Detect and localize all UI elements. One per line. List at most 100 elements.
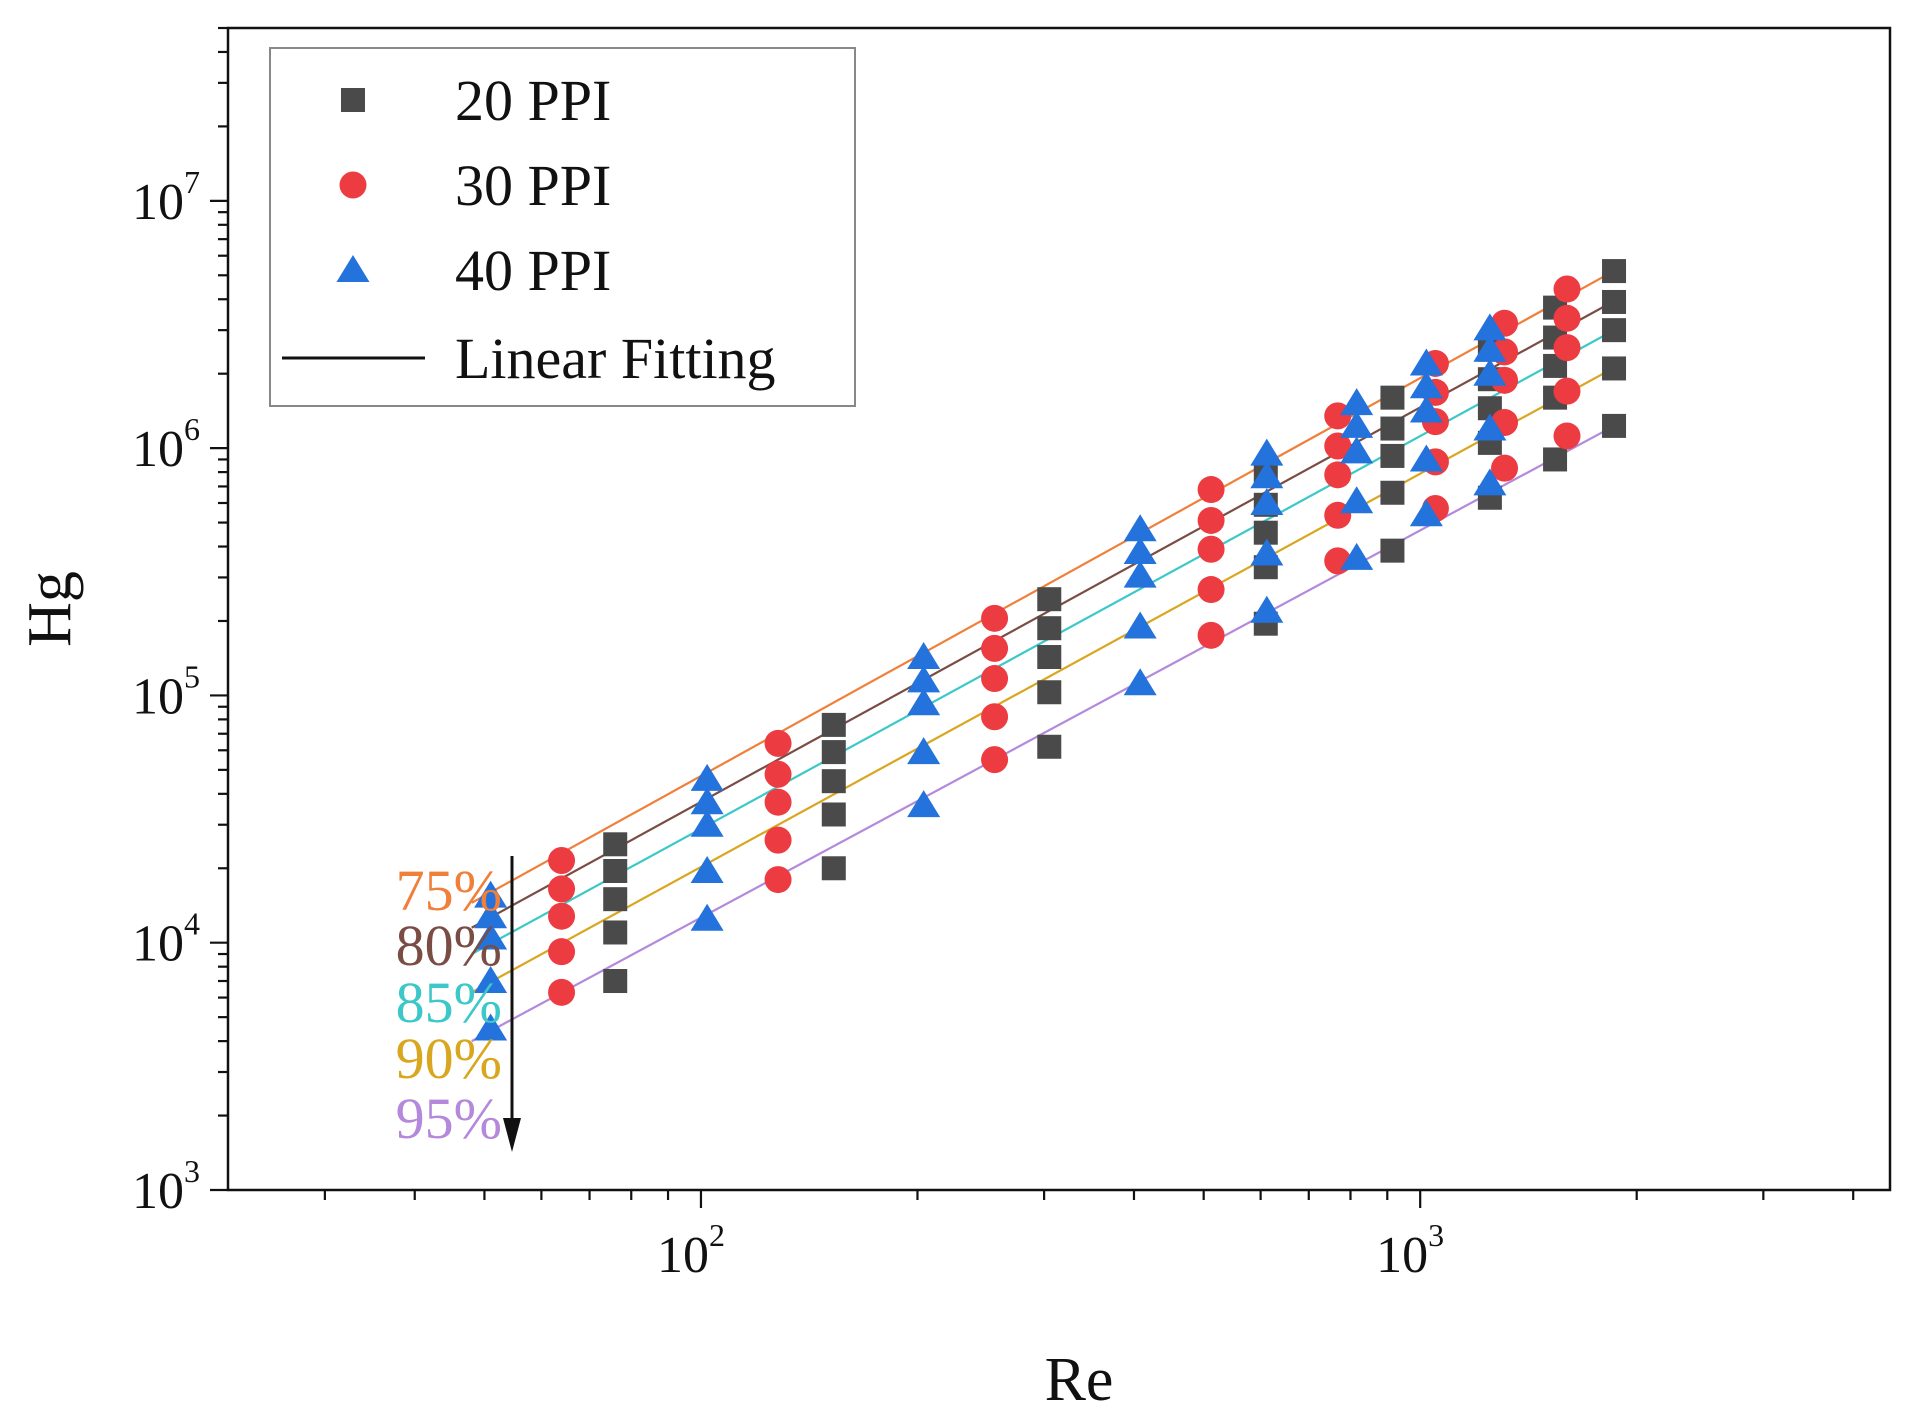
data-point-1-0 <box>548 847 576 875</box>
legend-swatch-square <box>341 88 365 112</box>
data-point-1-5 <box>764 729 792 757</box>
data-point-2-38 <box>1473 413 1507 441</box>
data-point-1-1 <box>548 875 576 903</box>
data-point-1-15 <box>1197 476 1225 504</box>
porosity-annotation: 75%80%85%90%95% <box>396 856 521 1152</box>
data-point-0-22 <box>1380 443 1405 468</box>
data-point-2-13 <box>907 737 941 765</box>
data-point-2-12 <box>907 688 941 716</box>
data-point-0-2 <box>603 887 628 912</box>
data-point-2-8 <box>690 855 724 883</box>
data-point-2-18 <box>1123 611 1157 639</box>
data-point-2-19 <box>1123 668 1157 696</box>
y-tick-label: 104 <box>132 906 200 973</box>
data-point-0-34 <box>1543 447 1568 472</box>
data-point-2-29 <box>1340 542 1374 570</box>
porosity-label-85pct: 85% <box>396 970 502 1035</box>
y-tick-label: 103 <box>132 1153 200 1220</box>
legend-box <box>269 47 856 407</box>
data-point-2-36 <box>1473 334 1507 362</box>
y-tick-base: 10 <box>132 421 184 478</box>
data-point-0-10 <box>1037 587 1062 612</box>
y-tick-label: 106 <box>132 411 200 478</box>
y-tick-label: 105 <box>132 658 200 725</box>
data-point-2-26 <box>1340 410 1374 438</box>
y-tick-exp: 7 <box>184 164 200 200</box>
x-tick-base: 10 <box>657 1227 709 1284</box>
data-point-1-4 <box>548 978 576 1006</box>
data-point-0-4 <box>603 969 628 994</box>
legend-swatch-circle <box>339 171 367 199</box>
data-point-2-3 <box>474 966 508 994</box>
data-points <box>474 259 1627 1041</box>
data-point-1-11 <box>981 634 1009 662</box>
data-point-2-9 <box>690 903 724 931</box>
data-point-1-10 <box>981 604 1009 632</box>
data-point-2-4 <box>474 1013 508 1041</box>
data-point-0-12 <box>1037 645 1062 670</box>
data-point-0-11 <box>1037 616 1062 641</box>
data-point-1-7 <box>764 788 792 816</box>
data-point-1-34 <box>1491 454 1519 482</box>
data-point-1-16 <box>1197 506 1225 534</box>
x-tick-label: 102 <box>657 1217 725 1284</box>
data-point-2-23 <box>1250 538 1284 566</box>
data-point-0-14 <box>1037 734 1062 759</box>
data-point-2-15 <box>1123 514 1157 542</box>
data-point-1-12 <box>981 665 1009 693</box>
data-point-2-24 <box>1250 595 1284 623</box>
data-point-1-14 <box>981 746 1009 774</box>
porosity-label-90pct: 90% <box>396 1026 502 1091</box>
data-point-0-36 <box>1602 289 1627 314</box>
data-point-1-9 <box>764 866 792 894</box>
data-point-0-20 <box>1380 385 1405 410</box>
porosity-label-80pct: 80% <box>396 913 502 978</box>
y-tick-exp: 5 <box>184 658 200 694</box>
data-point-1-36 <box>1553 304 1581 332</box>
fit-line-85pct <box>471 327 1618 955</box>
data-point-2-6 <box>690 787 724 815</box>
y-tick-base: 10 <box>132 916 184 973</box>
data-point-1-6 <box>764 760 792 788</box>
data-point-2-35 <box>1473 313 1507 341</box>
fit-line-95pct <box>471 423 1618 1043</box>
data-point-0-0 <box>603 832 628 857</box>
plot-frame <box>226 26 1892 1192</box>
data-point-2-30 <box>1409 348 1443 376</box>
plot-area <box>471 259 1627 1043</box>
data-point-2-32 <box>1409 395 1443 423</box>
data-point-0-37 <box>1602 318 1627 343</box>
data-point-0-3 <box>603 920 628 945</box>
data-point-2-10 <box>907 642 941 670</box>
legend-label: 30 PPI <box>455 153 611 218</box>
data-point-1-37 <box>1553 334 1581 362</box>
data-point-1-17 <box>1197 535 1225 563</box>
data-point-1-22 <box>1324 461 1352 489</box>
data-point-0-13 <box>1037 680 1062 705</box>
data-point-2-5 <box>690 763 724 791</box>
data-point-2-0 <box>474 880 508 908</box>
data-point-1-3 <box>548 938 576 966</box>
data-point-0-8 <box>821 802 846 827</box>
legend-label: 40 PPI <box>455 238 611 303</box>
data-point-2-20 <box>1250 438 1284 466</box>
legend: 20 PPI 30 PPI 40 PPI Linear Fitting <box>269 47 856 407</box>
data-point-0-38 <box>1602 356 1627 381</box>
data-point-2-25 <box>1340 388 1374 416</box>
data-point-2-7 <box>690 809 724 837</box>
data-point-2-28 <box>1340 486 1374 514</box>
x-axis-title: Re <box>1045 1346 1114 1414</box>
y-tick-base: 10 <box>132 668 184 725</box>
data-point-0-39 <box>1602 413 1627 438</box>
data-point-2-37 <box>1473 358 1507 386</box>
data-point-2-31 <box>1409 371 1443 399</box>
porosity-label-95pct: 95% <box>396 1086 502 1151</box>
legend-label: Linear Fitting <box>455 326 776 391</box>
series-40-ppi <box>474 313 1507 1041</box>
data-point-2-33 <box>1409 444 1443 472</box>
data-point-1-19 <box>1197 621 1225 649</box>
data-point-2-11 <box>907 665 941 693</box>
x-tick-label: 103 <box>1376 1217 1444 1284</box>
